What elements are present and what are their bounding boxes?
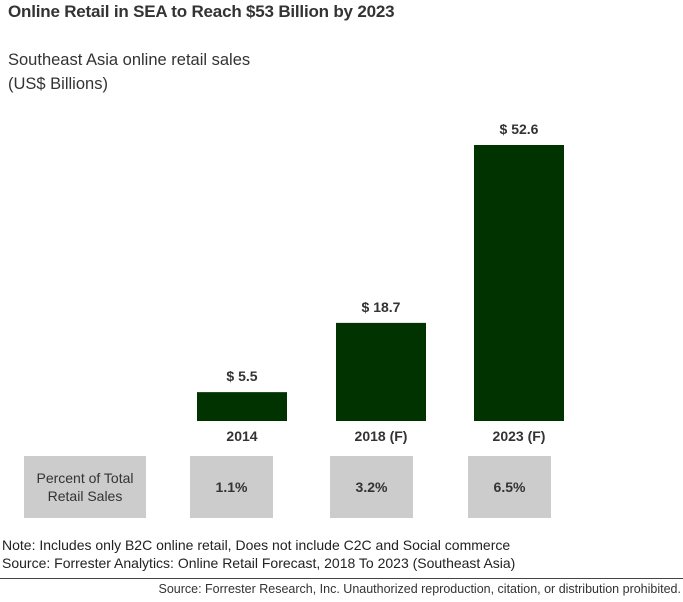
percent-box-2018: 3.2% [330, 456, 413, 518]
percent-row-label: Percent of Total Retail Sales [24, 456, 146, 518]
footer-divider [0, 578, 683, 579]
category-label-2: 2023 (F) [493, 428, 546, 444]
footnotes: Note: Includes only B2C online retail, D… [2, 536, 515, 572]
subtitle-line-2: (US$ Billions) [8, 75, 108, 93]
copyright-text: Source: Forrester Research, Inc. Unautho… [158, 582, 682, 596]
percent-label-line-2: Retail Sales [47, 488, 123, 504]
chart-subtitle: Southeast Asia online retail sales (US$ … [8, 48, 250, 96]
chart-title: Online Retail in SEA to Reach $53 Billio… [8, 2, 395, 21]
bar-2 [474, 145, 564, 421]
bar-1 [336, 322, 426, 421]
source-text: Source: Forrester Analytics: Online Reta… [2, 555, 516, 571]
note-text: Note: Includes only B2C online retail, D… [2, 537, 511, 553]
subtitle-line-1: Southeast Asia online retail sales [8, 51, 251, 69]
category-label-0: 2014 [226, 428, 257, 444]
category-label-1: 2018 (F) [355, 428, 408, 444]
data-label-0: $ 5.5 [226, 368, 257, 384]
data-label-1: $ 18.7 [362, 299, 401, 315]
percent-label-line-1: Percent of Total [36, 470, 134, 486]
bar-0 [197, 392, 287, 421]
percent-box-2014: 1.1% [190, 456, 273, 518]
percent-box-2023: 6.5% [468, 456, 551, 518]
data-label-2: $ 52.6 [500, 121, 539, 137]
